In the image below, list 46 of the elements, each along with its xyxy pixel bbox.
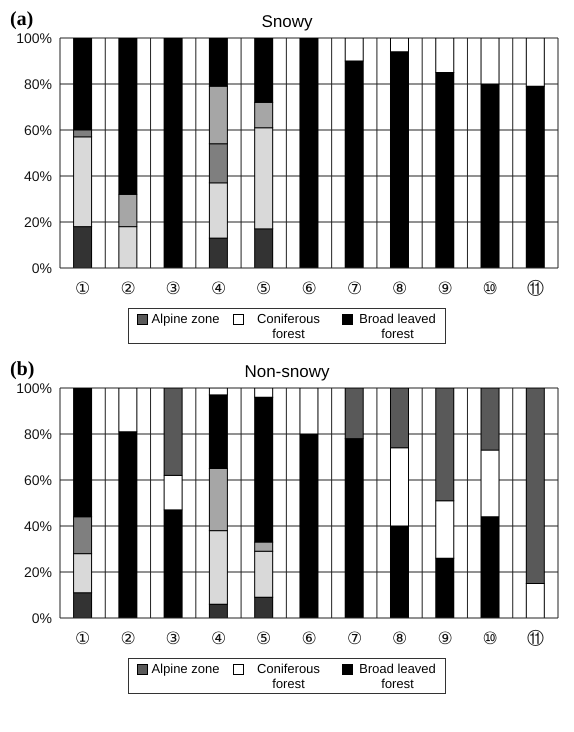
x-tick-label: ⑤: [256, 279, 272, 298]
x-tick-label: ⑥: [302, 629, 316, 648]
y-tick-label: 80%: [24, 76, 52, 92]
legend-label: Alpine zone: [152, 661, 220, 676]
x-tick-label: ⑪: [526, 279, 544, 298]
y-tick-label: 80%: [24, 426, 52, 442]
x-tick-label: ④: [210, 629, 226, 648]
y-tick-label: 20%: [24, 564, 52, 580]
x-tick-label: ⑦: [346, 279, 362, 298]
bar: [164, 38, 183, 268]
x-tick-label: ⑩: [482, 279, 498, 298]
y-tick-label: 100%: [16, 30, 52, 46]
x-tick-label: ⑨: [437, 279, 452, 298]
y-tick-label: 100%: [16, 380, 52, 396]
legend-label: Coniferous forest: [256, 661, 321, 691]
y-tick-label: 60%: [24, 472, 52, 488]
x-tick-label: ③: [166, 629, 181, 648]
x-tick-label: ③: [166, 279, 181, 298]
x-tick-label: ①: [75, 279, 90, 298]
text: (a): [10, 8, 34, 31]
chart-title: Snowy: [261, 12, 313, 31]
x-tick-label: ⑤: [256, 629, 272, 648]
y-tick-label: 60%: [24, 122, 52, 138]
y-tick-label: 0%: [32, 610, 52, 626]
x-tick-label: ⑥: [302, 279, 316, 298]
legend-label: Coniferous forest: [256, 311, 321, 341]
x-tick-label: ⑨: [437, 629, 452, 648]
x-tick-label: ②: [120, 629, 136, 648]
chart-title: Non-snowy: [244, 362, 330, 381]
y-tick-label: 20%: [24, 214, 52, 230]
y-tick-label: 40%: [24, 168, 52, 184]
y-tick-label: 40%: [24, 518, 52, 534]
text: (b): [10, 358, 34, 381]
legend-label: Broad leaved forest: [358, 661, 437, 691]
x-tick-label: ①: [75, 629, 90, 648]
x-tick-label: ④: [210, 279, 226, 298]
x-tick-label: ⑩: [482, 629, 498, 648]
x-tick-label: ②: [120, 279, 136, 298]
x-tick-label: ⑧: [392, 629, 408, 648]
x-tick-label: ⑧: [392, 279, 408, 298]
y-tick-label: 0%: [32, 260, 52, 276]
legend-label: Alpine zone: [152, 311, 220, 326]
bar: [299, 38, 318, 268]
x-tick-label: ⑦: [346, 629, 362, 648]
x-tick-label: ⑪: [526, 629, 544, 648]
legend-label: Broad leaved forest: [358, 311, 437, 341]
